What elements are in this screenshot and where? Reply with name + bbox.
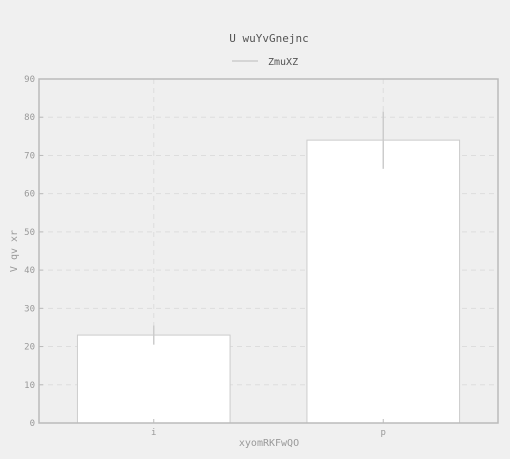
x-tick-label: i <box>151 428 156 438</box>
y-tick-label: 40 <box>24 266 35 276</box>
y-tick-label: 30 <box>24 304 35 314</box>
y-tick-label: 50 <box>24 228 35 238</box>
y-tick-label: 20 <box>24 343 35 353</box>
y-tick-label: 70 <box>24 151 35 161</box>
x-tick-label: p <box>381 428 386 438</box>
legend-label: ZmuXZ <box>268 57 298 68</box>
y-tick-label: 60 <box>24 190 35 200</box>
y-tick-label: 0 <box>30 419 35 429</box>
bar-i <box>77 335 230 423</box>
y-tick-label: 10 <box>24 381 35 391</box>
bar-p <box>307 140 460 423</box>
chart-title: U wuYvGnejnc <box>229 32 308 45</box>
y-tick-label: 90 <box>24 75 35 85</box>
y-axis-label: V qv xr <box>9 230 20 272</box>
x-axis-label: xyomRKFwQO <box>239 438 299 449</box>
y-tick-label: 80 <box>24 113 35 123</box>
